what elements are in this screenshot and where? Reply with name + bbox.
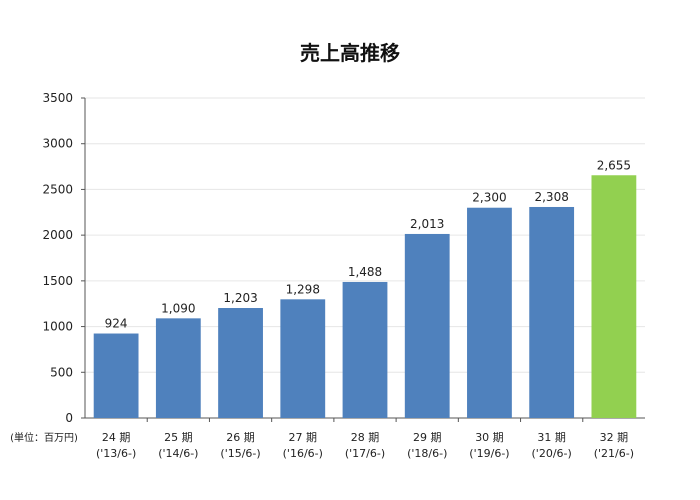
- bar: [591, 175, 637, 418]
- bar: [404, 233, 450, 418]
- x-category-period: 30 期: [475, 431, 504, 444]
- bar: [218, 308, 263, 418]
- x-category-date: ('20/6-): [532, 447, 572, 460]
- y-tick-label: 3000: [42, 137, 73, 151]
- x-category-period: 32 期: [600, 431, 629, 444]
- data-label: 1,203: [223, 291, 257, 305]
- x-category-date: ('15/6-): [220, 447, 260, 460]
- data-label: 2,655: [597, 158, 631, 172]
- data-label: 1,298: [286, 282, 320, 296]
- x-category-period: 27 期: [289, 431, 318, 444]
- chart-title: 売上高推移: [300, 41, 400, 65]
- y-tick-label: 500: [50, 365, 73, 379]
- bar: [529, 206, 575, 418]
- x-category-period: 25 期: [164, 431, 193, 444]
- x-category-date: ('19/6-): [469, 447, 509, 460]
- y-tick-label: 3500: [42, 91, 73, 105]
- data-labels: 924 1,090 1,203 1,298 1,488 2,013 2,300 2,308 2,…: [105, 158, 631, 330]
- x-category-period: 28 期: [351, 431, 380, 444]
- bars: [93, 175, 637, 418]
- data-label: 2,013: [410, 217, 444, 231]
- y-tick-label: 2500: [42, 182, 73, 196]
- x-category-date: ('13/6-): [96, 447, 136, 460]
- data-label: 1,488: [348, 265, 382, 279]
- bar: [342, 281, 388, 418]
- x-category-period: 26 期: [226, 431, 255, 444]
- x-category-date: ('16/6-): [283, 447, 323, 460]
- data-label: 1,090: [161, 301, 195, 315]
- y-tick-label: 2000: [42, 228, 73, 242]
- x-category-date: ('17/6-): [345, 447, 385, 460]
- bar: [155, 318, 201, 418]
- x-category-period: 31 期: [537, 431, 566, 444]
- y-tick-label: 0: [65, 411, 73, 425]
- x-axis-categories: 24 期 ('13/6-) 25 期 ('14/6-) 26 期 ('15/6-) 27 期…: [96, 431, 634, 460]
- bar: [467, 207, 512, 418]
- x-category-date: ('14/6-): [158, 447, 198, 460]
- x-category-date: ('21/6-): [594, 447, 634, 460]
- bar: [280, 299, 326, 418]
- y-tick-label: 1000: [42, 320, 73, 334]
- y-tick-label: 1500: [42, 274, 73, 288]
- y-axis-ticks: 0 500 1000 1500 2000 2500 3000 3500: [42, 91, 73, 425]
- x-category-period: 24 期: [102, 431, 131, 444]
- x-category-date: ('18/6-): [407, 447, 447, 460]
- data-label: 2,308: [534, 190, 568, 204]
- bar: [93, 333, 139, 418]
- unit-label: (単位：百万円): [10, 431, 78, 444]
- data-label: 924: [105, 317, 128, 331]
- x-category-period: 29 期: [413, 431, 442, 444]
- data-label: 2,300: [472, 191, 506, 205]
